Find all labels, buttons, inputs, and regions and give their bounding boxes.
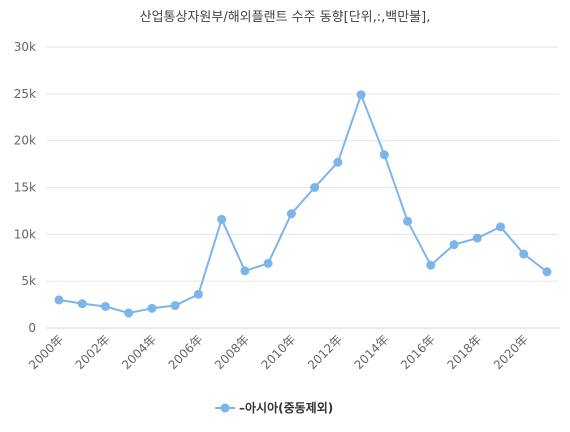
series-group	[54, 90, 552, 318]
data-point[interactable]	[519, 249, 529, 259]
y-tick-label: 5k	[21, 274, 36, 288]
series-line	[58, 93, 548, 314]
data-point[interactable]	[193, 289, 203, 299]
legend-label[interactable]: –아시아(중동제외)	[239, 400, 333, 415]
data-point[interactable]	[542, 267, 552, 277]
data-point[interactable]	[100, 301, 110, 311]
data-point[interactable]	[286, 209, 296, 219]
data-point[interactable]	[356, 90, 366, 100]
data-point[interactable]	[472, 233, 482, 243]
legend-marker	[220, 403, 230, 413]
x-tick-label: 2002年	[73, 332, 113, 372]
y-tick-label: 0	[28, 321, 36, 335]
y-tick-label: 30k	[14, 40, 36, 54]
data-point[interactable]	[426, 260, 436, 270]
x-tick-label: 2008年	[212, 332, 252, 372]
x-tick-label: 2016年	[398, 332, 438, 372]
x-tick-label: 2006年	[166, 332, 206, 372]
y-tick-label: 25k	[14, 87, 36, 101]
x-tick-label: 2014年	[351, 332, 391, 372]
data-point[interactable]	[54, 295, 64, 305]
x-tick-label: 2012年	[305, 332, 345, 372]
y-tick-label: 20k	[14, 134, 36, 148]
x-tick-label: 2010年	[259, 332, 299, 372]
data-point[interactable]	[449, 240, 459, 250]
y-tick-label: 15k	[14, 181, 36, 195]
x-tick-label: 2018年	[444, 332, 484, 372]
data-point[interactable]	[240, 266, 250, 276]
data-point[interactable]	[333, 157, 343, 167]
x-tick-label: 2020年	[491, 332, 531, 372]
data-point[interactable]	[77, 299, 87, 309]
x-axis-ticks: 2000年 2002年 2004年 2006年 2008年 2010年 2012年 2014年…	[26, 332, 531, 372]
x-tick-label: 2000年	[26, 332, 66, 372]
data-point[interactable]	[124, 308, 134, 318]
chart-title: 산업통상자원부/해외플랜트 수주 동향[단위,:,백만불],	[140, 10, 431, 25]
gridlines	[46, 46, 559, 329]
legend[interactable]: –아시아(중동제외)	[215, 400, 333, 415]
data-point[interactable]	[217, 214, 227, 224]
data-point[interactable]	[496, 222, 506, 232]
data-point[interactable]	[147, 303, 157, 313]
y-tick-label: 10k	[14, 227, 36, 241]
data-point[interactable]	[403, 216, 413, 226]
data-point[interactable]	[379, 150, 389, 160]
data-point[interactable]	[170, 301, 180, 311]
y-axis-ticks: 0 5k 10k 15k 20k 25k 30k	[14, 40, 36, 335]
x-tick-label: 2004年	[119, 332, 159, 372]
data-point[interactable]	[310, 183, 320, 192]
data-point[interactable]	[263, 258, 273, 268]
